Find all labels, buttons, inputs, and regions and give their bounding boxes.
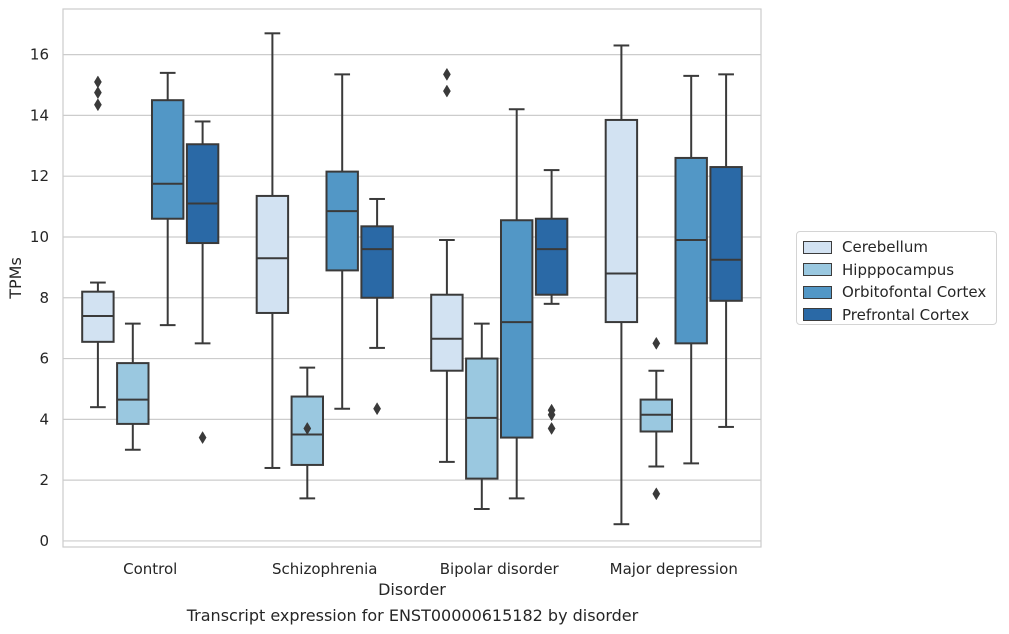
box-body: [534, 217, 569, 296]
x-tick-label-control: Control: [123, 560, 177, 578]
x-tick-label-schizophrenia: Schizophrenia: [272, 560, 377, 578]
y-tick-label-14: 14: [30, 106, 49, 124]
y-axis-label: TPMs: [6, 257, 25, 300]
legend-swatch-cerebellum: [803, 240, 832, 254]
legend-item-hippocampus: Hipppocampus: [803, 259, 996, 282]
outlier-point: [652, 487, 661, 501]
x-tick-label-bipolar-disorder: Bipolar disorder: [440, 560, 560, 578]
legend-item-cerebellum: Cerebellum: [803, 236, 996, 259]
box-orbitofontal-cortex-2: [499, 108, 534, 500]
legend-item-orbitofrontal-cortex: Orbitofontal Cortex: [803, 281, 996, 304]
box-hipppocampus-1: [290, 366, 325, 500]
y-tick-label-2: 2: [39, 471, 49, 489]
box-body: [674, 156, 708, 345]
outlier-point: [652, 336, 661, 350]
x-tick-labels: Control Schizophrenia Bipolar disorder Majo…: [123, 560, 738, 578]
plot-frame: [62, 8, 762, 548]
y-tick-label-12: 12: [30, 167, 49, 185]
y-tick-label-10: 10: [30, 228, 49, 246]
box-prefrontal-cortex-1: [360, 197, 394, 416]
legend-swatch-prefrontal-cortex: [803, 308, 832, 322]
y-tick-labels: 0 2 4 6 8 10 12 14 16: [30, 46, 49, 550]
box-body: [255, 194, 290, 314]
box-hipppocampus-3: [639, 336, 674, 501]
box-cerebellum-2: [430, 67, 464, 463]
legend-label-hippocampus: Hipppocampus: [842, 260, 955, 279]
legend-label-prefrontal-cortex: Prefrontal Cortex: [842, 305, 970, 324]
legend: Cerebellum Hipppocampus Orbitofontal Cor…: [796, 231, 997, 325]
box-cerebellum-1: [255, 32, 290, 469]
x-tick-label-major-depression: Major depression: [610, 560, 738, 578]
legend-item-prefrontal-cortex: Prefrontal Cortex: [803, 304, 996, 327]
box-body: [325, 170, 359, 272]
x-axis-label: Disorder: [378, 580, 446, 599]
box-prefrontal-cortex-2: [534, 169, 569, 435]
box-body: [430, 293, 464, 372]
y-tick-label-8: 8: [39, 289, 49, 307]
y-tick-label-0: 0: [39, 532, 49, 550]
box-prefrontal-cortex-3: [709, 73, 743, 428]
outlier-point: [547, 403, 556, 417]
box-groups: [81, 32, 743, 526]
outlier-point: [373, 402, 381, 416]
outlier-point: [443, 84, 451, 98]
box-hipppocampus-2: [465, 322, 499, 511]
box-orbitofontal-cortex-0: [150, 71, 185, 327]
y-tick-label-4: 4: [39, 410, 49, 428]
outlier-point: [94, 86, 102, 100]
box-body: [360, 225, 394, 299]
box-hipppocampus-0: [116, 322, 150, 451]
box-prefrontal-cortex-0: [185, 120, 220, 445]
outlier-point: [198, 431, 207, 445]
box-cerebellum-0: [81, 75, 115, 409]
legend-swatch-hippocampus: [803, 263, 832, 277]
outlier-point: [303, 421, 312, 435]
outlier-point: [94, 75, 102, 89]
box-body: [709, 166, 743, 302]
box-body: [185, 143, 220, 245]
box-body: [150, 99, 185, 220]
legend-label-orbitofrontal-cortex: Orbitofontal Cortex: [842, 283, 987, 302]
plot-background: [63, 9, 761, 547]
box-body: [499, 219, 534, 439]
y-tick-label-6: 6: [39, 350, 49, 368]
box-cerebellum-3: [604, 44, 639, 526]
figure-caption: Transcript expression for ENST0000061518…: [186, 606, 639, 625]
outlier-point: [547, 421, 556, 435]
legend-swatch-orbitofrontal-cortex: [803, 285, 832, 299]
y-tick-label-16: 16: [30, 46, 49, 64]
box-orbitofontal-cortex-3: [674, 74, 708, 465]
box-body: [604, 118, 639, 324]
outlier-point: [94, 98, 102, 112]
box-body: [116, 362, 150, 425]
box-orbitofontal-cortex-1: [325, 73, 359, 410]
legend-label-cerebellum: Cerebellum: [842, 238, 928, 257]
outlier-point: [443, 67, 451, 81]
